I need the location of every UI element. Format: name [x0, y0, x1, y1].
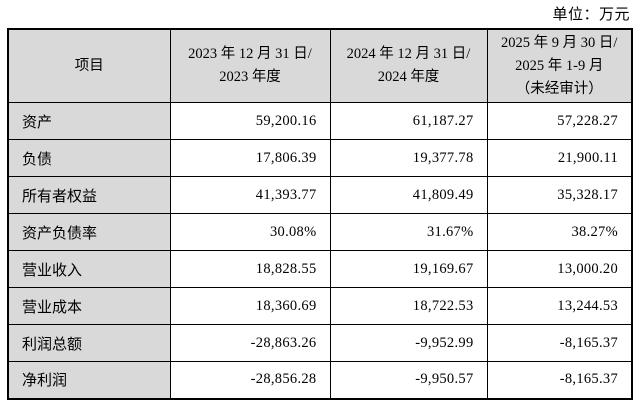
cell-value: 31.67% — [329, 213, 488, 251]
cell-value: -28,856.28 — [169, 361, 331, 399]
header-row: 项目 2023 年 12 月 31 日/ 2023 年度 2024 年 12 月… — [7, 28, 633, 103]
cell-value: 18,828.55 — [169, 250, 331, 288]
header-line: 2024 年度 — [377, 69, 440, 85]
table-row: 营业收入 18,828.55 19,169.67 13,000.20 — [7, 250, 633, 288]
unit-label: 单位：万元 — [552, 7, 630, 23]
table-body: 资产 59,200.16 61,187.27 57,228.27 负债 17,806.39… — [7, 102, 633, 399]
row-label: 利润总额 — [7, 324, 171, 362]
column-header-item: 项目 — [7, 28, 171, 103]
cell-value: -8,165.37 — [486, 361, 633, 399]
row-label: 营业成本 — [7, 287, 171, 325]
row-label: 资产 — [7, 102, 171, 140]
table-row: 负债 17,806.39 19,377.78 21,900.11 — [7, 139, 633, 177]
row-label: 营业收入 — [7, 250, 171, 288]
cell-value: 18,360.69 — [169, 287, 331, 325]
table-row: 所有者权益 41,393.77 41,809.49 35,328.17 — [7, 176, 633, 214]
row-label: 净利润 — [7, 361, 171, 399]
cell-value: -8,165.37 — [486, 324, 633, 362]
row-label: 负债 — [7, 139, 171, 177]
header-line: 2023 年度 — [219, 69, 281, 85]
cell-value: -28,863.26 — [169, 324, 331, 362]
cell-value: -9,952.99 — [329, 324, 488, 362]
header-line: 2024 年 12 月 31 日/ — [346, 46, 471, 62]
cell-value: 59,200.16 — [169, 102, 331, 140]
row-label: 资产负债率 — [7, 213, 171, 251]
cell-value: 35,328.17 — [486, 176, 633, 214]
header-line: 2025 年 1-9 月 — [515, 57, 604, 74]
table-row: 利润总额 -28,863.26 -9,952.99 -8,165.37 — [7, 324, 633, 362]
cell-value: 21,900.11 — [486, 139, 633, 177]
header-line: （未经审计） — [515, 80, 603, 97]
table-row: 营业成本 18,360.69 18,722.53 13,244.53 — [7, 287, 633, 325]
cell-value: 17,806.39 — [169, 139, 331, 177]
cell-value: 19,377.78 — [329, 139, 488, 177]
row-label: 所有者权益 — [7, 176, 171, 214]
financial-summary-table: 项目 2023 年 12 月 31 日/ 2023 年度 2024 年 12 月… — [7, 28, 633, 400]
cell-value: 19,169.67 — [329, 250, 488, 288]
cell-value: 30.08% — [169, 213, 331, 251]
column-header-2023: 2023 年 12 月 31 日/ 2023 年度 — [169, 28, 331, 103]
cell-value: 38.27% — [486, 213, 633, 251]
cell-value: -9,950.57 — [329, 361, 488, 399]
header-line: 项目 — [74, 57, 104, 74]
header-line: 2025 年 9 月 30 日/ — [501, 34, 618, 51]
table-header: 项目 2023 年 12 月 31 日/ 2023 年度 2024 年 12 月… — [7, 28, 633, 103]
cell-value: 61,187.27 — [329, 102, 488, 140]
cell-value: 18,722.53 — [329, 287, 488, 325]
cell-value: 41,809.49 — [329, 176, 488, 214]
column-header-2025: 2025 年 9 月 30 日/ 2025 年 1-9 月 （未经审计） — [486, 28, 633, 103]
cell-value: 41,393.77 — [169, 176, 331, 214]
cell-value: 13,000.20 — [486, 250, 633, 288]
cell-value: 13,244.53 — [486, 287, 633, 325]
table-row: 资产负债率 30.08% 31.67% 38.27% — [7, 213, 633, 251]
header-line: 2023 年 12 月 31 日/ — [188, 46, 312, 62]
column-header-2024: 2024 年 12 月 31 日/ 2024 年度 — [329, 28, 488, 103]
table-row: 资产 59,200.16 61,187.27 57,228.27 — [7, 102, 633, 140]
cell-value: 57,228.27 — [486, 102, 633, 140]
table-row: 净利润 -28,856.28 -9,950.57 -8,165.37 — [7, 361, 633, 399]
